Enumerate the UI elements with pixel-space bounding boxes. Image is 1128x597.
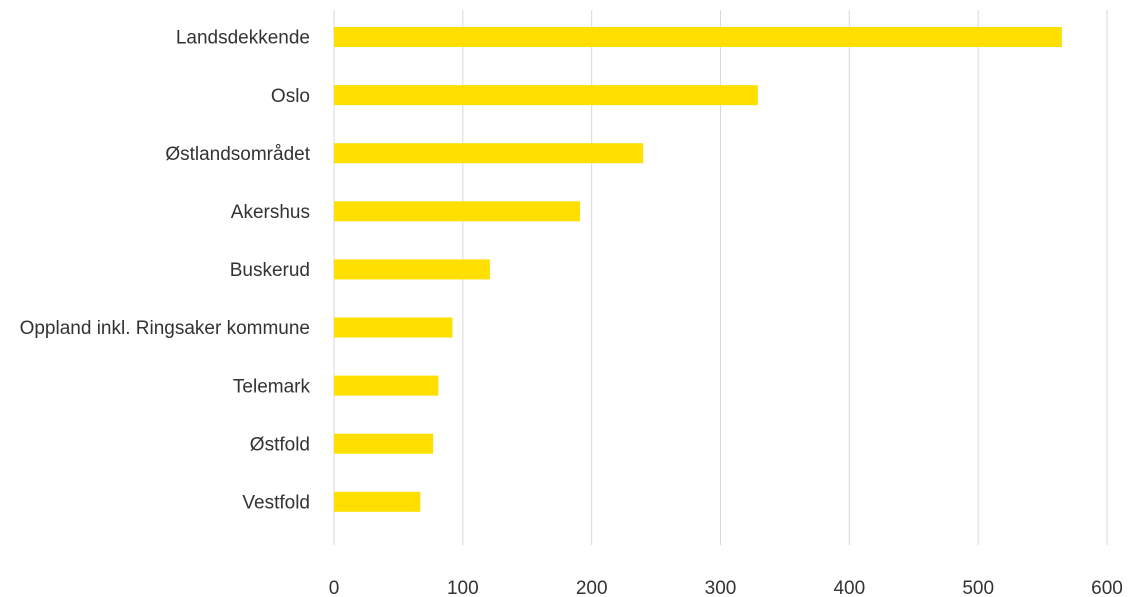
category-label: Buskerud — [230, 260, 310, 281]
bar — [334, 27, 1062, 47]
bar — [334, 259, 490, 280]
bar — [334, 433, 434, 454]
category-labels: Landsdekkende Oslo Østlandsområdet Akershus… — [20, 28, 311, 514]
x-tick-label: 300 — [705, 578, 737, 597]
x-axis-tick-labels: 0 100 200 300 400 500 600 — [329, 578, 1123, 597]
bar — [334, 201, 581, 222]
bar — [334, 143, 644, 164]
bar — [334, 491, 421, 512]
x-tick-label: 400 — [833, 578, 865, 597]
x-tick-label: 100 — [447, 578, 479, 597]
category-label: Oslo — [271, 86, 310, 107]
category-label: Akershus — [231, 202, 310, 223]
x-tick-label: 200 — [576, 578, 608, 597]
category-label: Østlandsområdet — [165, 144, 310, 165]
x-tick-label: 600 — [1091, 578, 1123, 597]
x-tick-label: 500 — [962, 578, 994, 597]
x-tick-label: 0 — [329, 578, 340, 597]
category-label: Telemark — [233, 376, 311, 397]
bar — [334, 375, 439, 396]
category-label: Vestfold — [242, 492, 310, 513]
category-label: Landsdekkende — [176, 28, 310, 49]
category-label: Oppland inkl. Ringsaker kommune — [20, 318, 310, 339]
category-label: Østfold — [250, 434, 310, 455]
bar — [334, 317, 453, 338]
bar — [334, 85, 758, 106]
bars — [334, 27, 1062, 512]
